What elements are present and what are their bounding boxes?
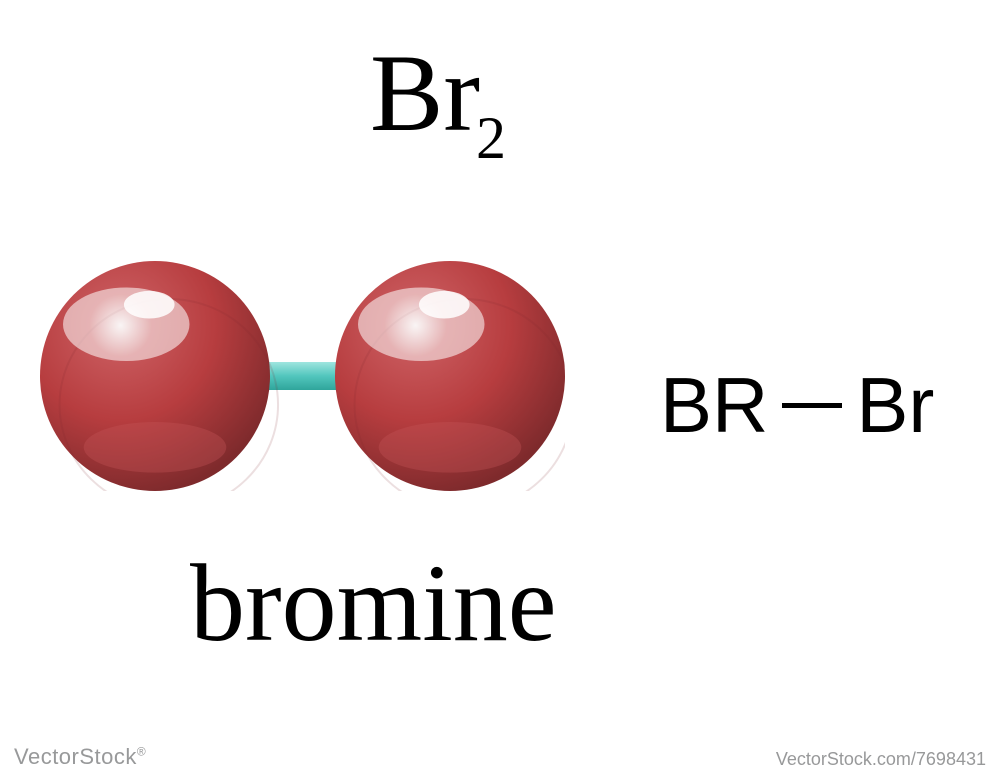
structural-right: Br: [856, 360, 934, 451]
chemical-formula: Br2: [370, 30, 510, 157]
watermark-brand-suffix: ®: [137, 745, 146, 759]
structural-formula: BR Br: [660, 360, 934, 451]
watermark-brand: VectorStock®: [14, 744, 146, 770]
bond-dash-icon: [782, 403, 842, 408]
molecule-model: [40, 261, 565, 491]
molecule-svg: [40, 261, 565, 491]
formula-subscript: 2: [476, 105, 506, 171]
watermark-id: VectorStock.com/7698431: [776, 749, 986, 770]
element-name: bromine: [190, 540, 557, 667]
formula-symbol: Br: [370, 32, 480, 154]
watermark-brand-text: VectorStock: [14, 744, 137, 769]
diagram-canvas: Br2 BR Br bromine VectorStock® VectorSto…: [0, 0, 1000, 780]
structural-left: BR: [660, 360, 768, 451]
